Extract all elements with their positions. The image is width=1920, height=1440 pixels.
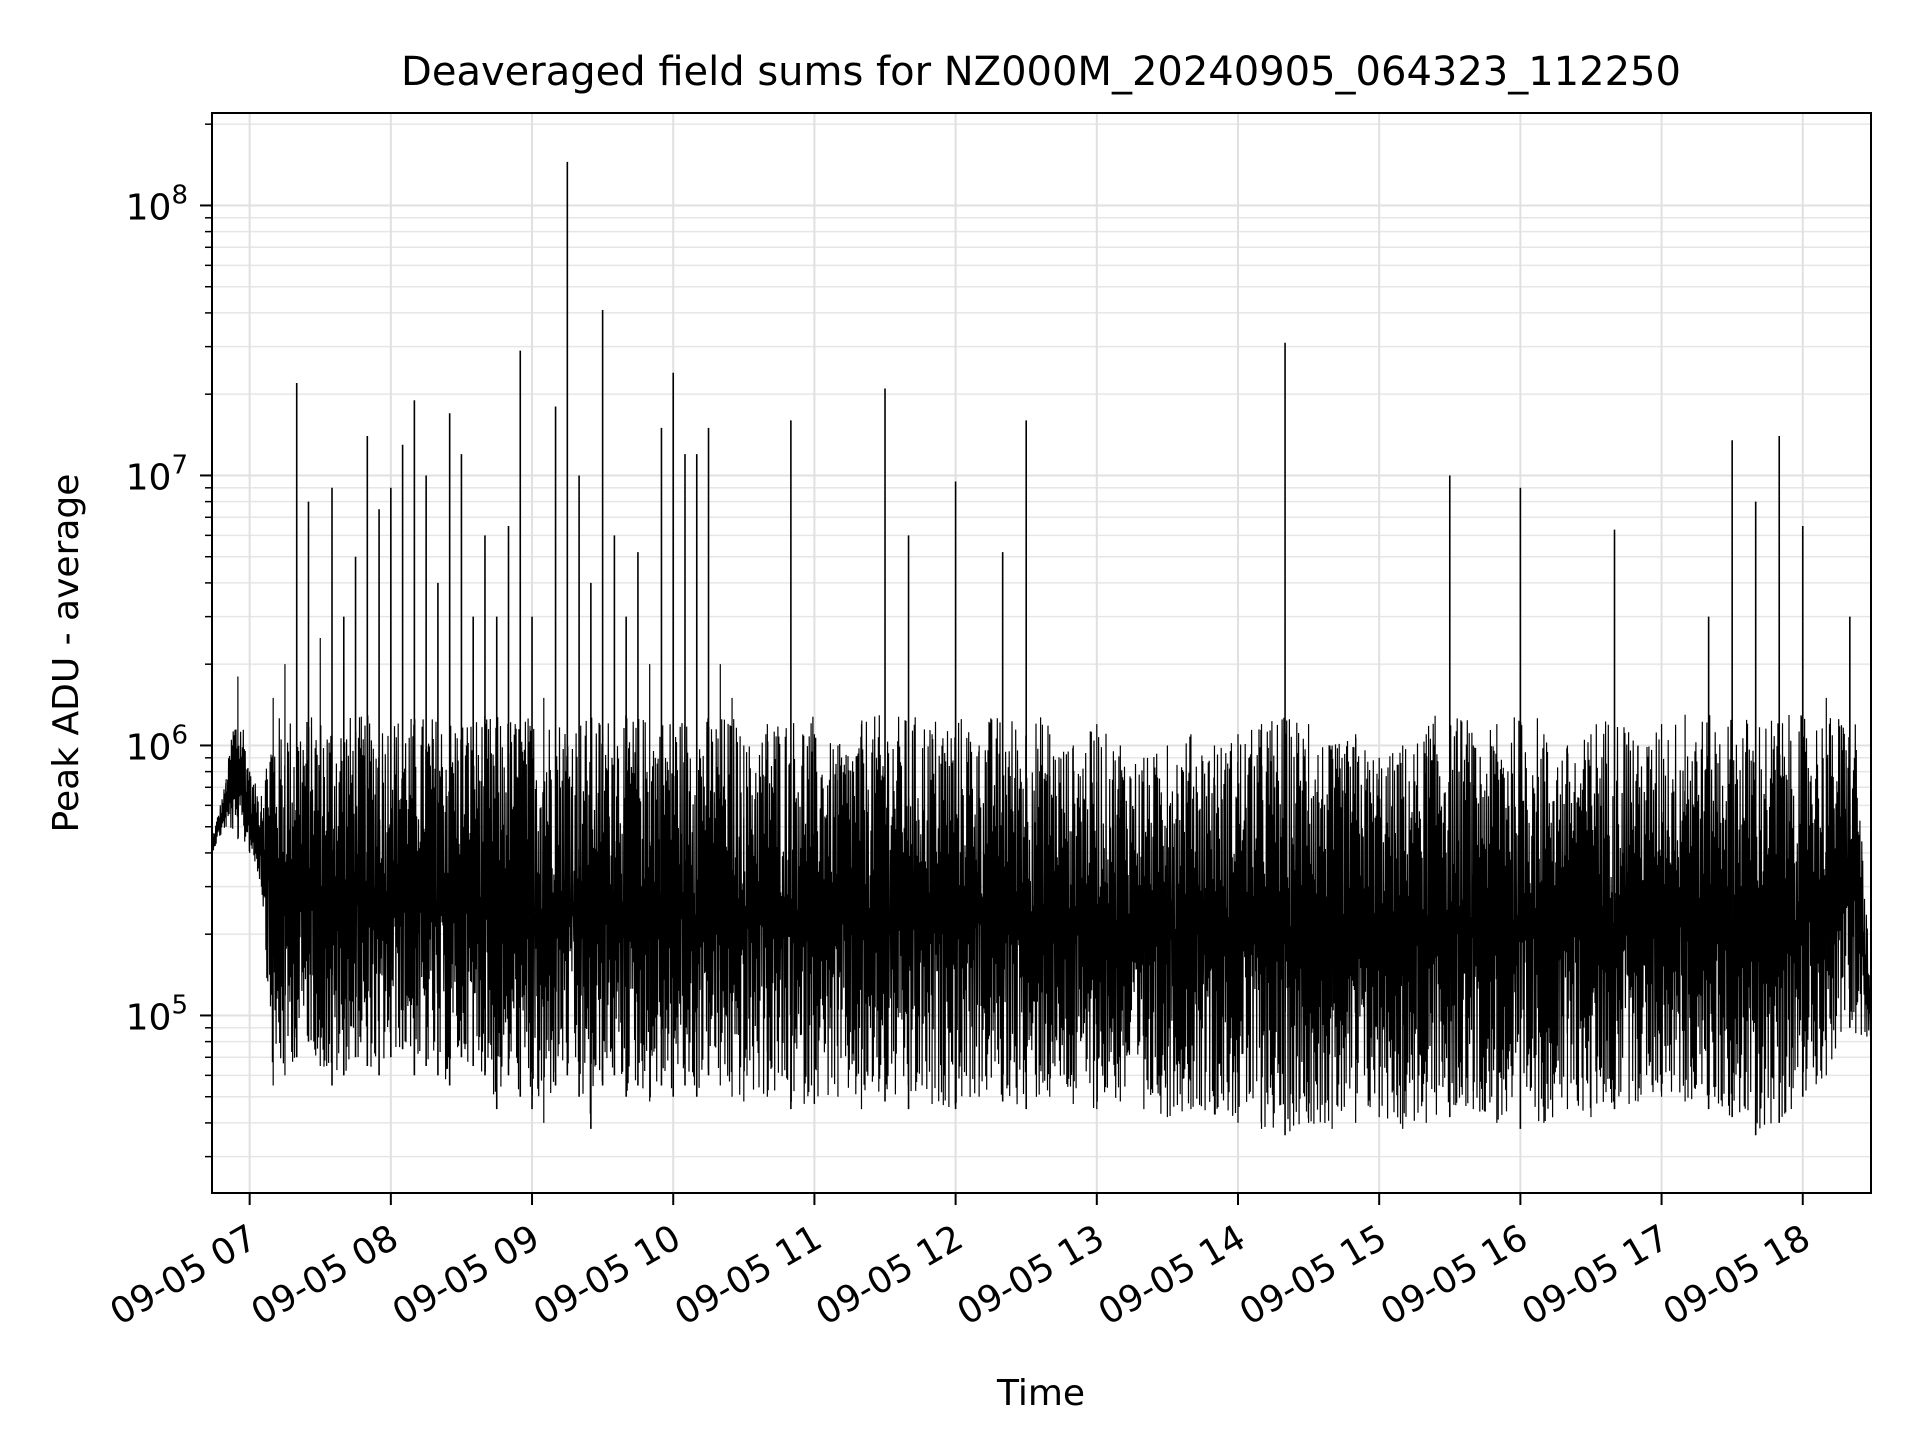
chart-title: Deaveraged field sums for NZ000M_2024090… — [401, 49, 1681, 95]
y-tick-exponent: 7 — [171, 450, 188, 480]
y-tick-exponent: 8 — [171, 180, 188, 210]
plot-frame — [211, 112, 1872, 1194]
y-tick-exponent: 6 — [171, 720, 188, 750]
y-tick-label: 105 — [126, 990, 188, 1038]
y-tick-base: 10 — [126, 457, 172, 498]
y-tick-exponent: 5 — [171, 990, 188, 1020]
y-tick-label: 106 — [126, 720, 188, 768]
y-tick-base: 10 — [126, 727, 172, 768]
y-tick-base: 10 — [126, 187, 172, 228]
x-axis-label: Time — [996, 1373, 1085, 1414]
y-axis-label: Peak ADU - average — [46, 474, 87, 833]
y-tick-label: 107 — [126, 450, 188, 498]
series-line — [211, 714, 1872, 1132]
y-tick-label: 108 — [126, 180, 188, 228]
series-layer — [211, 161, 1872, 1136]
y-tick-base: 10 — [126, 997, 172, 1038]
